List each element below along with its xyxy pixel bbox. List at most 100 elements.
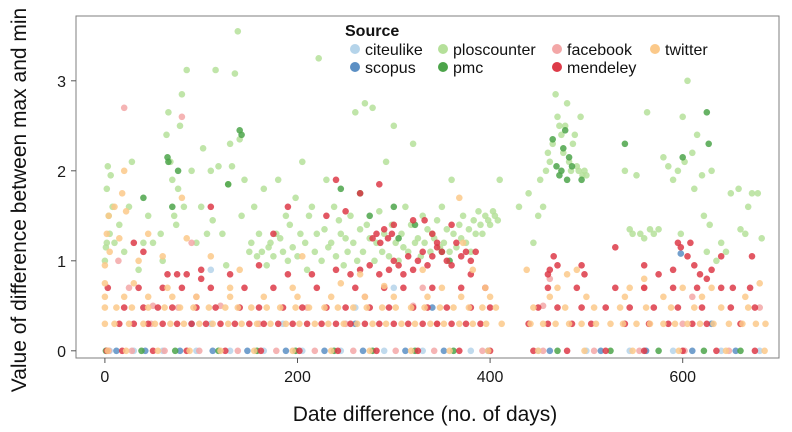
data-point	[356, 226, 364, 233]
data-point	[443, 226, 451, 233]
data-point	[315, 55, 323, 62]
data-point	[157, 230, 164, 238]
y-axis-title: Value of difference between max and min	[8, 8, 31, 392]
data-point	[440, 320, 448, 328]
data-point	[161, 347, 168, 355]
data-point	[552, 91, 559, 98]
data-point	[286, 221, 294, 229]
data-point	[311, 320, 319, 328]
data-point	[700, 347, 708, 355]
legend-label-ploscounter: ploscounter	[453, 42, 536, 59]
data-point	[640, 284, 648, 292]
data-point	[581, 271, 588, 278]
data-point	[467, 257, 475, 265]
data-point	[646, 226, 654, 233]
data-point	[703, 275, 711, 283]
data-point	[196, 347, 203, 355]
data-point	[402, 347, 409, 355]
data-point	[669, 176, 677, 184]
data-point	[689, 149, 696, 157]
data-point	[165, 109, 172, 116]
data-point	[120, 293, 128, 301]
data-point	[144, 212, 152, 220]
data-point	[292, 304, 299, 311]
data-point	[209, 217, 216, 224]
data-point	[746, 284, 754, 292]
data-point	[725, 320, 733, 328]
data-point	[282, 347, 290, 355]
data-point	[407, 347, 415, 355]
data-point	[546, 347, 554, 355]
data-point	[433, 217, 441, 224]
data-point	[411, 320, 419, 328]
data-point	[101, 262, 109, 269]
data-point	[527, 320, 534, 328]
data-point	[573, 266, 581, 274]
data-point	[217, 320, 224, 328]
series-ploscounter	[101, 28, 765, 274]
data-point	[756, 304, 763, 311]
data-point	[421, 304, 428, 311]
data-point	[359, 347, 367, 355]
data-point	[373, 347, 380, 355]
data-point	[762, 320, 769, 328]
data-point	[197, 203, 205, 211]
data-point	[642, 304, 650, 311]
data-point	[380, 347, 388, 355]
data-point	[456, 320, 463, 328]
data-point	[120, 104, 128, 112]
data-point	[327, 293, 335, 301]
data-point	[669, 347, 677, 355]
data-point	[318, 320, 325, 328]
data-point	[448, 320, 455, 328]
data-point	[334, 304, 342, 311]
data-point	[228, 163, 236, 170]
data-point	[332, 266, 340, 274]
data-point	[427, 320, 434, 328]
data-point	[479, 230, 486, 238]
data-point	[226, 293, 234, 301]
legend-swatch-ploscounter	[438, 44, 448, 54]
data-point	[373, 230, 380, 238]
data-point	[174, 185, 182, 193]
data-point	[602, 304, 609, 311]
data-point	[440, 347, 448, 355]
data-point	[238, 131, 245, 139]
data-point	[708, 284, 715, 292]
data-point	[342, 235, 349, 242]
data-point	[305, 212, 313, 220]
data-point	[544, 320, 552, 328]
data-point	[691, 304, 698, 311]
data-point	[144, 304, 152, 311]
data-point	[248, 239, 255, 247]
data-point	[299, 158, 306, 166]
data-point	[565, 320, 573, 328]
data-point	[165, 158, 172, 166]
data-point	[486, 221, 494, 229]
data-point	[380, 282, 388, 290]
data-point	[363, 304, 371, 311]
data-point	[250, 203, 258, 211]
data-point	[669, 284, 677, 292]
data-point	[424, 293, 431, 301]
data-point	[238, 320, 245, 328]
data-point	[253, 320, 261, 328]
data-point	[388, 230, 396, 238]
data-point	[250, 347, 258, 355]
data-point	[382, 320, 390, 328]
data-point	[342, 208, 349, 215]
data-point	[400, 244, 407, 251]
data-point	[560, 145, 567, 152]
data-point	[149, 347, 157, 355]
data-point	[224, 181, 232, 188]
data-point	[258, 248, 266, 256]
data-point	[104, 347, 112, 355]
data-point	[698, 293, 706, 301]
data-point	[284, 257, 292, 265]
data-point	[260, 185, 268, 193]
data-point	[703, 109, 711, 116]
data-point	[421, 239, 428, 247]
data-point	[536, 176, 544, 184]
data-point	[111, 320, 118, 328]
